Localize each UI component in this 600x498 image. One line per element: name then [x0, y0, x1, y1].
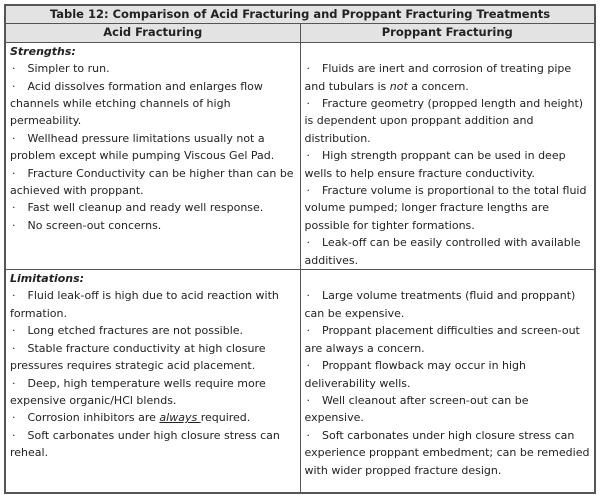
- list-item: · Proppant placement difficulties and scr…: [305, 322, 591, 357]
- list-item: · Stable fracture conductivity at high cl…: [10, 340, 296, 375]
- emphasis-text: always: [159, 411, 201, 425]
- item-text: Fracture Conductivity can be higher than…: [10, 166, 294, 198]
- limitations-proppant-list: · Large volume treatments (fluid and prop…: [305, 287, 591, 478]
- list-item: · Well cleanout after screen-out can be e…: [305, 392, 591, 427]
- item-text: Fast well cleanup and ready well respons…: [27, 201, 264, 215]
- bullet-icon: ·: [306, 62, 311, 76]
- list-item: · Fracture geometry (propped length and h…: [305, 95, 591, 147]
- strengths-proppant-list: · Fluids are inert and corrosion of treat…: [305, 60, 591, 269]
- list-item: · No screen-out concerns.: [10, 217, 296, 234]
- item-text: Wellhead pressure limitations usually no…: [10, 131, 275, 163]
- bullet-icon: ·: [306, 149, 311, 163]
- bullet-icon: ·: [12, 131, 16, 145]
- list-item: · Fracture Conductivity can be higher tha…: [10, 165, 296, 200]
- list-item: · Wellhead pressure limitations usually n…: [10, 130, 296, 165]
- item-text: Long etched fractures are not possible.: [27, 324, 244, 338]
- item-text: Leak-off can be easily controlled with a…: [304, 236, 581, 267]
- list-item: · Fast well cleanup and ready well respon…: [10, 199, 296, 216]
- list-item: · Corrosion inhibitors are always require…: [10, 409, 296, 426]
- emphasis-text: not: [389, 79, 408, 93]
- item-text: Well cleanout after screen-out can be ex…: [304, 393, 529, 425]
- item-text: Large volume treatments (fluid and propp…: [304, 289, 576, 320]
- bullet-icon: ·: [306, 324, 311, 338]
- bullet-icon: ·: [306, 359, 311, 373]
- bullet-icon: ·: [12, 428, 16, 442]
- list-item: · Proppant flowback may occur in high del…: [305, 357, 591, 392]
- bullet-icon: ·: [306, 393, 311, 407]
- list-item: · Soft carbonates under high closure stre…: [305, 427, 591, 479]
- item-text: Fracture geometry (propped length and he…: [304, 97, 584, 145]
- bullet-icon: ·: [12, 166, 16, 180]
- list-item: · Simpler to run.: [10, 60, 296, 77]
- item-text: required.: [200, 411, 251, 425]
- strengths-acid-cell: Strengths: · Simpler to run. · Acid dissolv…: [4, 41, 301, 271]
- item-text: Simpler to run.: [27, 62, 110, 76]
- limitations-label: Limitations:: [10, 272, 85, 286]
- list-item: · Large volume treatments (fluid and prop…: [305, 287, 591, 322]
- list-item: · High strength proppant can be used in d…: [305, 147, 591, 182]
- list-item: · Leak-off can be easily controlled with …: [305, 234, 591, 269]
- bullet-icon: ·: [12, 218, 16, 232]
- strengths-label: Strengths:: [10, 44, 76, 58]
- strengths-acid-list: · Simpler to run. · Acid dissolves formatio…: [10, 60, 296, 234]
- column-header-acid: Acid Fracturing: [4, 23, 301, 43]
- item-text: Proppant flowback may occur in high deli…: [304, 359, 527, 390]
- item-text: Stable fracture conductivity at high clo…: [10, 341, 266, 373]
- item-text: Acid dissolves formation and enlarges fl…: [10, 79, 263, 128]
- item-text: Soft carbonates under high closure stres…: [10, 428, 280, 460]
- list-item: · Fluid leak-off is high due to acid reac…: [10, 287, 296, 322]
- table-title: Table 12: Comparison of Acid Fracturing …: [4, 4, 596, 25]
- limitations-acid-list: · Fluid leak-off is high due to acid reac…: [10, 287, 296, 461]
- list-item: · Acid dissolves formation and enlarges f…: [10, 78, 296, 130]
- strengths-proppant-cell: · Fluids are inert and corrosion of treat…: [299, 41, 596, 271]
- bullet-icon: ·: [306, 428, 311, 442]
- item-text: High strength proppant can be used in de…: [304, 149, 566, 180]
- list-item: · Long etched fractures are not possible.: [10, 322, 296, 339]
- bullet-icon: ·: [12, 341, 16, 355]
- bullet-icon: ·: [306, 236, 311, 250]
- bullet-icon: ·: [306, 97, 311, 111]
- bullet-icon: ·: [306, 184, 311, 198]
- bullet-icon: ·: [12, 376, 16, 390]
- item-text: Proppant placement difficulties and scre…: [304, 324, 580, 355]
- item-text: Fluid leak-off is high due to acid react…: [10, 289, 279, 320]
- item-text: Deep, high temperature wells require mor…: [10, 376, 266, 407]
- list-item: · Fracture volume is proportional to the …: [305, 182, 591, 234]
- item-text: Fracture volume is proportional to the t…: [304, 184, 587, 232]
- bullet-icon: ·: [12, 411, 16, 425]
- bullet-icon: ·: [12, 324, 16, 338]
- item-text: Soft carbonates under high closure stres…: [304, 428, 590, 477]
- item-text: Fluids are inert and corrosion of treati…: [304, 62, 572, 93]
- list-item: · Fluids are inert and corrosion of treat…: [305, 60, 591, 95]
- list-item: · Deep, high temperature wells require mo…: [10, 375, 296, 410]
- bullet-icon: ·: [12, 62, 16, 76]
- bullet-icon: ·: [306, 289, 311, 303]
- limitations-proppant-cell: · Large volume treatments (fluid and prop…: [299, 269, 596, 494]
- bullet-icon: ·: [12, 289, 16, 303]
- comparison-table: Table 12: Comparison of Acid Fracturing …: [4, 4, 596, 494]
- item-text: No screen-out concerns.: [27, 218, 162, 232]
- bullet-icon: ·: [12, 79, 16, 93]
- list-item: · Soft carbonates under high closure stre…: [10, 427, 296, 462]
- item-text: Corrosion inhibitors are: [27, 411, 160, 425]
- item-text: a concern.: [407, 79, 469, 93]
- limitations-acid-cell: Limitations: · Fluid leak-off is high due…: [4, 269, 301, 494]
- bullet-icon: ·: [12, 201, 16, 215]
- column-header-proppant: Proppant Fracturing: [299, 23, 596, 43]
